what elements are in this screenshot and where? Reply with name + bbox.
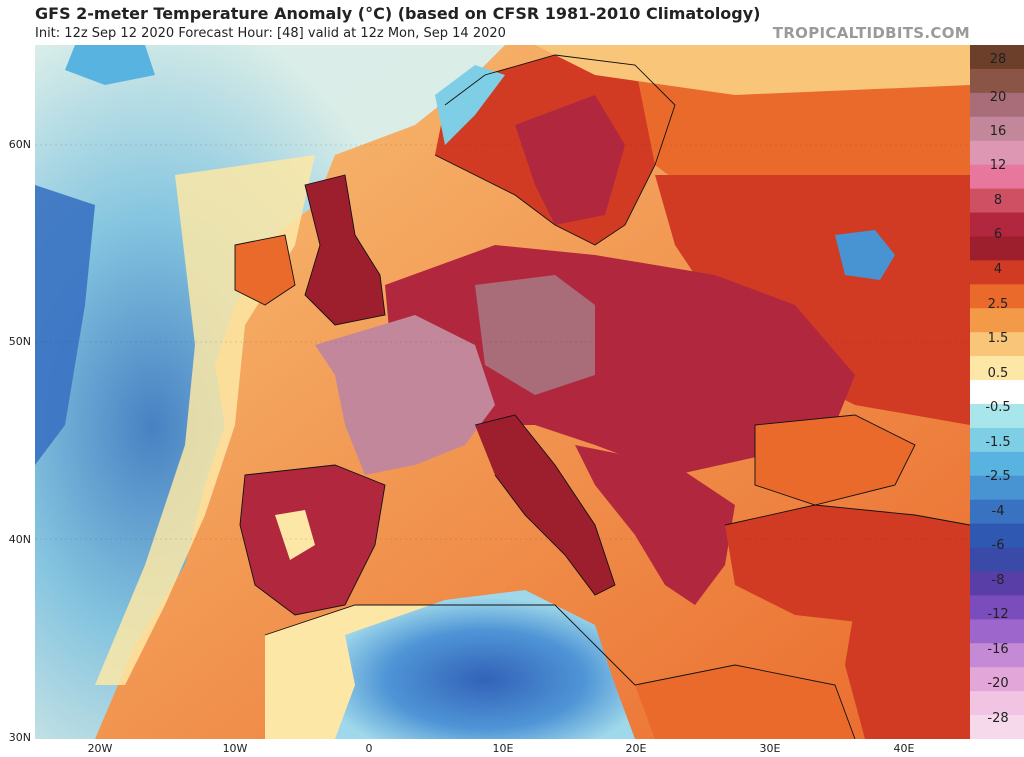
iberia-cool-spots — [275, 510, 315, 560]
ireland-warm — [235, 235, 295, 305]
colorbar-label: 4 — [993, 262, 1003, 277]
sweden-deep — [515, 95, 625, 225]
colorbar-swatch — [970, 92, 1024, 118]
lat-label: 40N — [8, 533, 31, 546]
colorbar-swatch — [970, 140, 1024, 166]
arctic-neutral — [535, 45, 970, 95]
colorbar-label: 8 — [993, 193, 1003, 208]
lat-label: 50N — [8, 335, 31, 348]
colorbar-swatch — [970, 667, 1024, 692]
anomaly-map[interactable] — [35, 45, 970, 739]
colorbar-swatch — [970, 571, 1024, 597]
colorbar-swatch — [970, 475, 1024, 501]
colorbar-swatch — [970, 499, 1024, 525]
colorbar-label: 16 — [989, 124, 1007, 139]
colorbar-swatch — [970, 68, 1024, 94]
colorbar-swatch — [970, 547, 1024, 573]
colorbar-swatch — [970, 284, 1024, 309]
colorbar-label: 12 — [989, 158, 1007, 173]
russia-warm — [655, 175, 970, 425]
middle-east-warm — [845, 605, 970, 739]
colorbar-label: -1.5 — [985, 435, 1011, 450]
lon-label: 0 — [365, 742, 373, 755]
graticule — [35, 144, 970, 540]
west-atlantic-blue — [35, 185, 95, 465]
france-hot — [315, 315, 495, 475]
forecast-info: Init: 12z Sep 12 2020 Forecast Hour: [48… — [35, 26, 506, 41]
colorbar-swatch — [970, 715, 1024, 739]
lon-label: 30E — [759, 742, 781, 755]
colorbar-label: 6 — [993, 227, 1003, 242]
colorbar-swatch — [970, 403, 1024, 429]
colorbar-swatch — [970, 236, 1024, 261]
source-credit: TROPICALTIDBITS.COM — [772, 24, 970, 42]
colorbar-swatch — [970, 308, 1024, 333]
iceland-blue — [65, 45, 155, 85]
colorbar-label: -16 — [987, 642, 1009, 657]
lon-label: 10W — [222, 742, 248, 755]
colorbar-swatch — [970, 427, 1024, 453]
chart-title: GFS 2-meter Temperature Anomaly (°C) (ba… — [35, 4, 761, 23]
colorbar-swatch — [970, 164, 1024, 190]
colorbar-swatch — [970, 116, 1024, 142]
colorbar-swatch — [970, 523, 1024, 549]
germany-hot — [475, 275, 595, 395]
colorbar-swatch — [970, 260, 1024, 285]
colorbar-label: -2.5 — [985, 469, 1011, 484]
sahara-cold — [335, 590, 635, 739]
colorbar-swatch — [970, 595, 1024, 620]
colorbar-label: 28 — [989, 52, 1007, 67]
coastlines — [234, 54, 970, 739]
colorbar-swatch — [970, 619, 1024, 644]
colorbar-swatch — [970, 45, 1024, 70]
colorbar-label: 2.5 — [987, 297, 1009, 312]
colorbar-label: -8 — [991, 573, 1005, 588]
uk-warm — [305, 175, 385, 325]
balkans-warm — [575, 445, 735, 605]
moscow-cold-spot — [835, 230, 895, 280]
libya-egypt-warm — [635, 665, 855, 739]
colorbar-label: -0.5 — [985, 400, 1011, 415]
colorbar-label: -28 — [987, 711, 1009, 726]
black-sea-warm — [755, 415, 915, 505]
colorbar-swatch — [970, 212, 1024, 238]
lon-label: 20E — [625, 742, 647, 755]
colorbar-swatch — [970, 643, 1024, 668]
colorbar-swatch — [970, 451, 1024, 477]
lon-label: 20W — [87, 742, 113, 755]
colorbar-swatch — [970, 356, 1024, 381]
norway-coast-blue — [435, 65, 505, 145]
lat-label: 60N — [8, 138, 31, 151]
colorbar-swatch — [970, 188, 1024, 214]
colorbar-label: -12 — [987, 607, 1009, 622]
colorbar-label: -4 — [991, 504, 1005, 519]
colorbar-label: -20 — [987, 676, 1009, 691]
lon-label: 10E — [492, 742, 514, 755]
lon-label: 40E — [893, 742, 915, 755]
colorbar-label: 0.5 — [987, 366, 1009, 381]
colorbar-label: 1.5 — [987, 331, 1009, 346]
colorbar-swatch — [970, 380, 1024, 405]
colorbar-label: 20 — [989, 90, 1007, 105]
colorbar-swatch — [970, 691, 1024, 716]
turkey-warm — [725, 505, 970, 625]
colorbar-label: -6 — [991, 538, 1005, 553]
lat-label: 30N — [8, 731, 31, 744]
italy-warm — [475, 415, 615, 595]
colorbar — [970, 45, 1024, 739]
colorbar-swatch — [970, 332, 1024, 357]
